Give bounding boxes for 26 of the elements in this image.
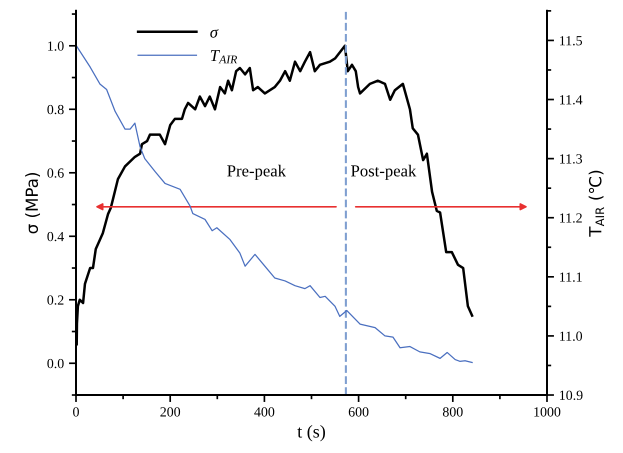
y2-tick-label: 10.9 [560, 390, 583, 400]
y-tick-label: 0.8 [47, 104, 64, 114]
legend-label: σ [210, 28, 219, 38]
y2-tick-label: 11.4 [560, 95, 582, 105]
y2-tick-label: 11.1 [560, 272, 582, 282]
y-tick-label: 0.2 [47, 295, 64, 305]
x-tick-label: 0 [73, 407, 79, 417]
x-axis-title: t (s) [297, 424, 325, 442]
y2-axis-title: T$_{AIR}$ (℃) [588, 170, 604, 237]
y-tick-label: 0.4 [47, 232, 64, 242]
x-tick-label: 600 [348, 407, 368, 417]
x-tick-label: 200 [160, 407, 180, 417]
x-tick-label: 1000 [534, 407, 560, 417]
y-tick-label: 0.0 [47, 358, 64, 368]
y2-tick-label: 11.0 [560, 332, 582, 341]
x-tick-label: 400 [254, 407, 274, 417]
annotation: Post-peak [351, 164, 416, 180]
y-axis-title: σ (MPa) [25, 172, 40, 234]
legend-label: T$_{AIR}$ [210, 50, 238, 64]
annotation: Pre-peak [227, 164, 286, 180]
y-tick-label: 0.6 [47, 168, 64, 178]
y-tick-label: 1.0 [48, 41, 64, 51]
y2-tick-label: 11.3 [560, 154, 582, 164]
y2-tick-label: 11.2 [560, 213, 582, 223]
y2-tick-label: 11.5 [560, 36, 582, 46]
x-tick-label: 800 [442, 407, 463, 417]
